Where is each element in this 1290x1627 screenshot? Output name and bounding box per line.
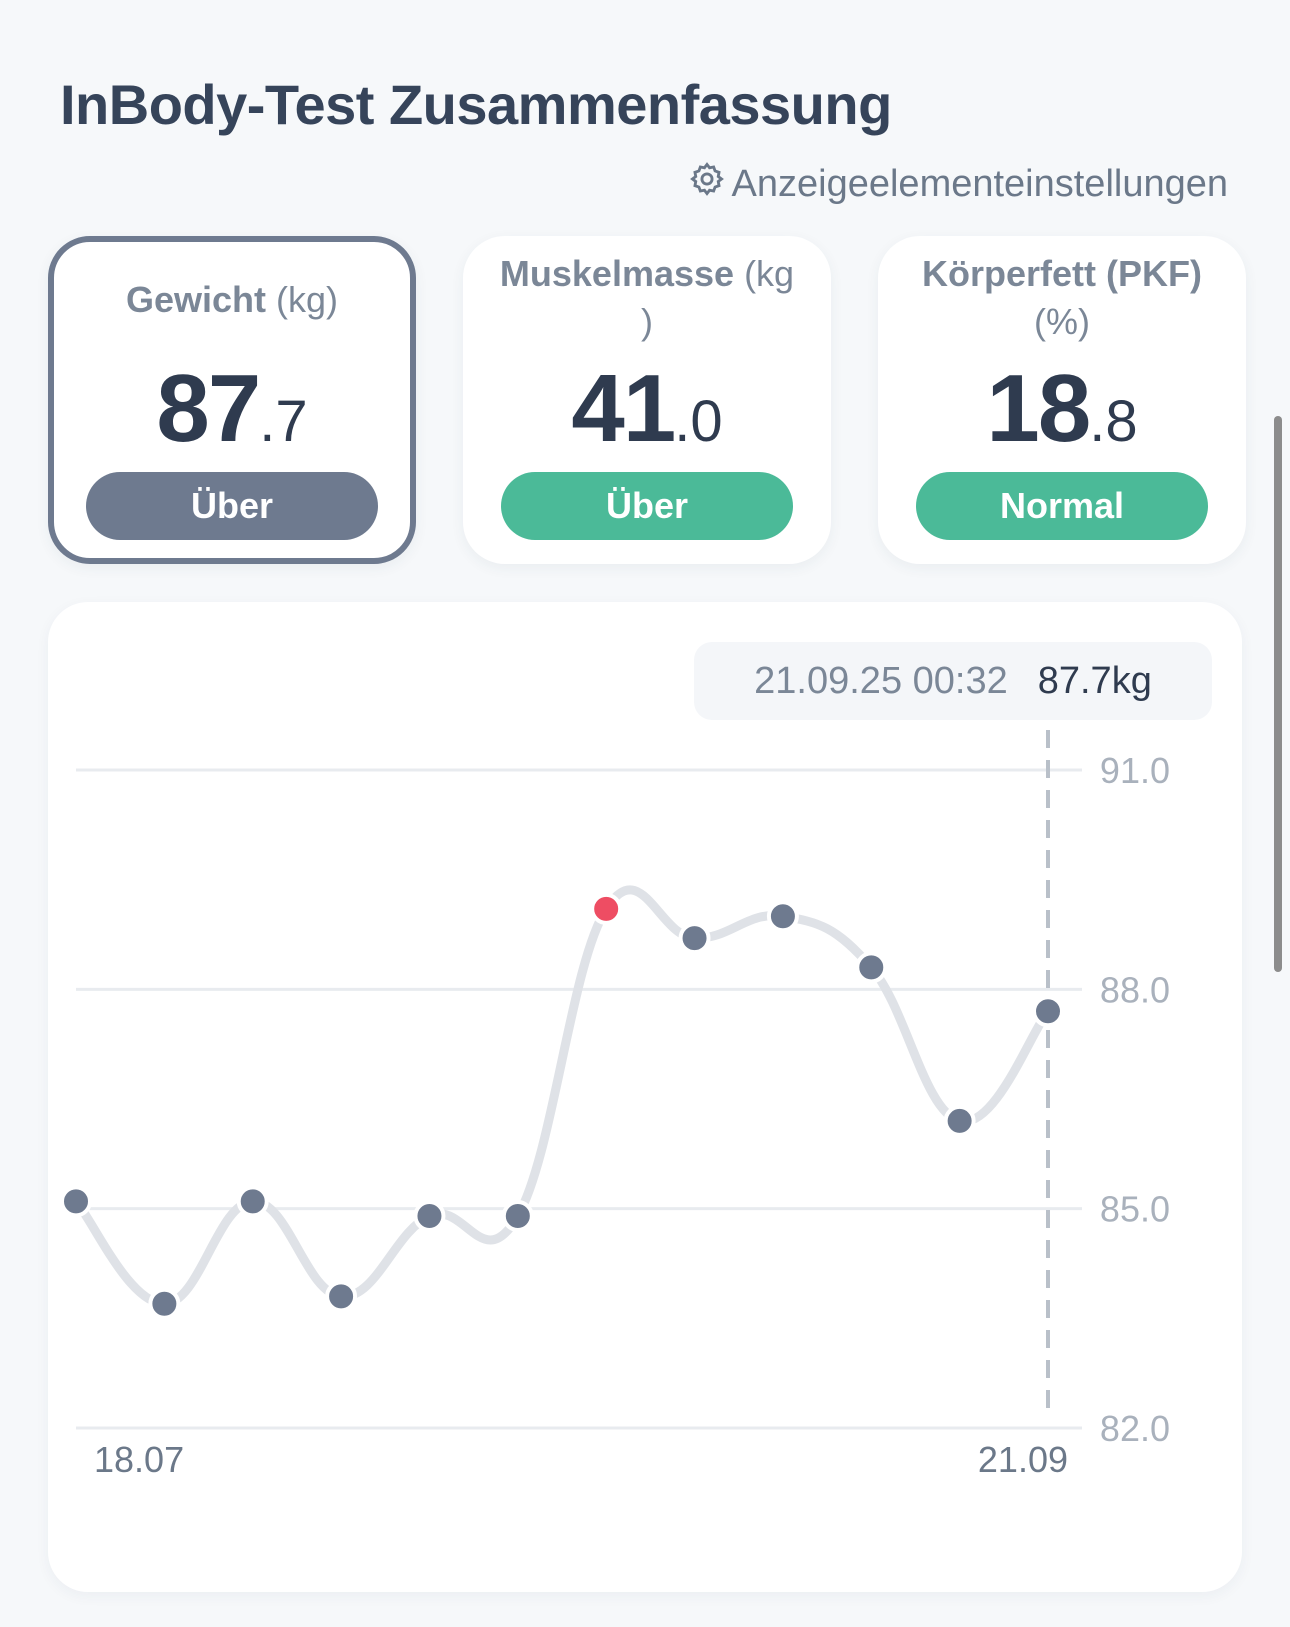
x-tick-label: 18.07	[94, 1439, 184, 1480]
data-point[interactable]	[60, 1185, 92, 1218]
page-title: InBody-Test Zusammenfassung	[60, 73, 892, 136]
card-body-fat[interactable]: Körperfett (PKF) (%) 18.8 Normal	[878, 236, 1246, 564]
data-point[interactable]	[943, 1104, 976, 1137]
card-weight-value: 87.7	[156, 355, 308, 462]
card-muscle-value: 41.0	[571, 355, 723, 462]
tooltip-date: 21.09.25 00:32	[754, 659, 1008, 702]
card-weight[interactable]: Gewicht (kg) 87.7 Über	[48, 236, 416, 564]
y-tick-label: 91.0	[1100, 750, 1170, 791]
data-point[interactable]	[1032, 995, 1064, 1028]
y-tick-label: 82.0	[1100, 1408, 1170, 1449]
data-point[interactable]	[325, 1280, 358, 1313]
x-tick-label: 21.09	[978, 1439, 1068, 1480]
scrollbar[interactable]	[1274, 416, 1282, 972]
data-point[interactable]	[678, 922, 711, 955]
metric-cards: Gewicht (kg) 87.7 Über Muskelmasse (kg )…	[48, 236, 1246, 568]
data-point[interactable]	[236, 1185, 269, 1218]
card-fat-label: Körperfett (PKF) (%)	[922, 253, 1202, 342]
status-badge-weight: Über	[86, 472, 378, 540]
tooltip-value: 87.7kg	[1037, 659, 1152, 702]
data-point[interactable]	[148, 1287, 181, 1320]
card-weight-label: Gewicht (kg)	[125, 279, 339, 320]
display-settings-link[interactable]: Anzeigeelementeinstellungen	[688, 160, 1228, 208]
display-settings-label: Anzeigeelementeinstellungen	[731, 162, 1228, 205]
card-fat-value: 18.8	[986, 355, 1138, 462]
chart-tooltip: 21.09.25 00:32 87.7kg	[694, 642, 1212, 720]
status-badge-muscle: Über	[501, 472, 793, 540]
series-line	[71, 885, 1053, 1309]
data-point[interactable]	[855, 951, 888, 984]
data-point[interactable]	[501, 1199, 534, 1232]
data-point[interactable]	[590, 892, 623, 925]
y-tick-label: 85.0	[1100, 1189, 1170, 1230]
gear-icon	[688, 160, 726, 208]
weight-line-chart[interactable]: 91.0 88.0 85.0 82.0 18.07 21.09	[48, 602, 1242, 1592]
y-tick-label: 88.0	[1100, 969, 1170, 1010]
data-point[interactable]	[766, 900, 799, 933]
status-badge-fat: Normal	[916, 472, 1208, 540]
card-muscle-label: Muskelmasse (kg )	[499, 253, 795, 342]
data-point[interactable]	[413, 1199, 446, 1232]
weight-chart-card[interactable]: 21.09.25 00:32 87.7kg 91.0 88.0 85.0 82.0 18…	[48, 602, 1242, 1592]
card-muscle-mass[interactable]: Muskelmasse (kg ) 41.0 Über	[463, 236, 831, 564]
